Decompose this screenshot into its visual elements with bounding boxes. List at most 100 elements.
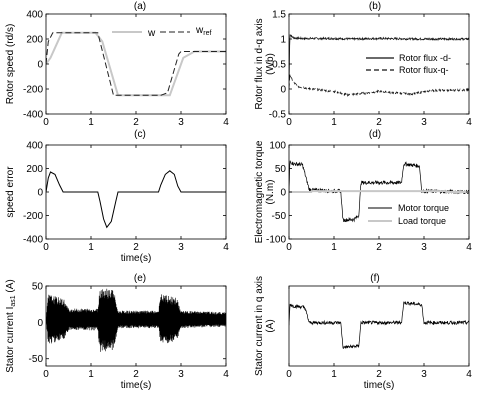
y-tick-label: -100 [266,235,286,246]
x-tick-label: 1 [331,369,337,380]
series-line [289,73,469,97]
y-tick-label: -50 [272,211,287,222]
legend-label: Motor torque [398,203,449,213]
y-tick-label: 1 [280,35,286,46]
x-tick-label: 4 [466,369,472,380]
y-axis-label: speed error [5,166,16,218]
y-tick-label: -400 [23,235,43,246]
y-tick-label: -400 [23,110,43,121]
y-tick-label: 200 [26,164,43,175]
plot-area [46,31,226,97]
panel-label: (f) [370,273,379,284]
x-tick-label: 4 [466,242,472,253]
axes-frame [288,285,470,367]
y-tick-label: 0 [280,188,286,199]
legend-b: Rotor flux -d- Rotor flux-q- [366,53,451,75]
chart-panel-c: (c) 0 1 2 3 4 400 200 0 -200 -400 time(s) speed erro… [5,129,229,264]
y-tick-label: -200 [23,211,43,222]
plot-area [289,301,469,349]
plot-area [289,34,469,97]
panel-label: (c) [134,129,146,140]
y-tick-label: 0 [37,318,43,329]
x-axis-label: time(s) [121,253,152,264]
panel-label: (e) [134,273,146,284]
chart-panel-f: (f) 0 1 2 3 4 time(s) Stator current in q axis(… [254,273,472,391]
y-axis-label: Rotor speed (rd/s) [5,24,16,105]
y-axis-label: Rotor flux in d-q axis(Wb) [254,18,276,109]
y-tick-label: 400 [26,141,43,152]
series-line [46,32,226,96]
panel-label: (d) [369,129,381,140]
x-tick-label: 1 [331,242,337,253]
x-tick-label: 0 [286,242,292,253]
x-tick-label: 3 [421,242,427,253]
x-tick-label: 0 [286,117,292,128]
panel-label: (b) [369,1,381,12]
y-tick-label: 0.5 [272,60,286,71]
legend-label: Rotor flux-q- [399,65,449,75]
legend-label: w [147,28,156,39]
x-tick-label: 2 [133,242,139,253]
x-tick-label: 3 [421,369,427,380]
legend-d: Motor torque Load torque [366,198,466,230]
x-tick-label: 3 [178,242,184,253]
x-tick-label: 2 [133,117,139,128]
series-line [289,34,469,90]
y-axis-label: Stator current in q axis(A) [254,276,276,376]
y-tick-label: -200 [23,85,43,96]
y-tick-label: 0 [37,60,43,71]
x-axis-label: time(s) [121,380,152,391]
y-tick-label: 100 [269,141,286,152]
x-tick-label: 2 [376,117,382,128]
x-tick-label: 1 [88,242,94,253]
y-tick-label: -50 [29,354,44,365]
x-tick-label: 3 [178,369,184,380]
legend-a: w wref [112,25,211,39]
legend-label: wref [195,25,211,37]
y-axis-label: Stator current Ias1 (A) [5,279,17,373]
x-tick-label: 4 [466,117,472,128]
legend-box [366,198,466,230]
x-tick-label: 3 [421,117,427,128]
series-line [289,190,469,193]
series-line [46,31,226,97]
y-tick-label: 50 [275,164,287,175]
x-tick-label: 2 [133,369,139,380]
series-line [46,288,226,352]
legend-label: Rotor flux -d- [399,53,451,63]
x-tick-label: 0 [43,242,49,253]
x-tick-label: 4 [223,369,229,380]
x-axis-label: time(s) [364,380,395,391]
x-tick-label: 0 [286,369,292,380]
axes-frame [288,13,470,115]
plot-area [289,160,469,223]
y-tick-label: 0 [37,188,43,199]
y-tick-label: 50 [32,282,44,293]
plot-area [46,170,226,229]
y-tick-label: 200 [26,35,43,46]
y-tick-label: 0 [280,85,286,96]
x-tick-label: 2 [376,242,382,253]
panel-label: (a) [134,1,146,12]
chart-panel-a: (a) 0 1 2 3 4 400 200 0 -200 -400 Rotor speed (rd/s… [5,1,229,128]
x-tick-label: 0 [43,369,49,380]
x-tick-label: 1 [88,117,94,128]
x-tick-label: 4 [223,117,229,128]
x-tick-label: 1 [88,369,94,380]
y-tick-label: 400 [26,10,43,21]
x-tick-label: 2 [376,369,382,380]
series-line [289,301,469,349]
chart-panel-e: (e) 0 1 2 3 4 50 0 -50 time(s) Stator current Ias1… [5,273,229,391]
y-axis-label: Electromagnetic torque(N.m) [254,140,276,243]
x-tick-label: 3 [178,117,184,128]
legend-label: Load torque [398,216,446,226]
x-tick-label: 4 [223,242,229,253]
x-tick-label: 1 [331,117,337,128]
y-tick-label: -0.5 [269,110,287,121]
series-line [46,170,226,229]
plot-area [46,288,226,352]
x-tick-label: 0 [43,117,49,128]
